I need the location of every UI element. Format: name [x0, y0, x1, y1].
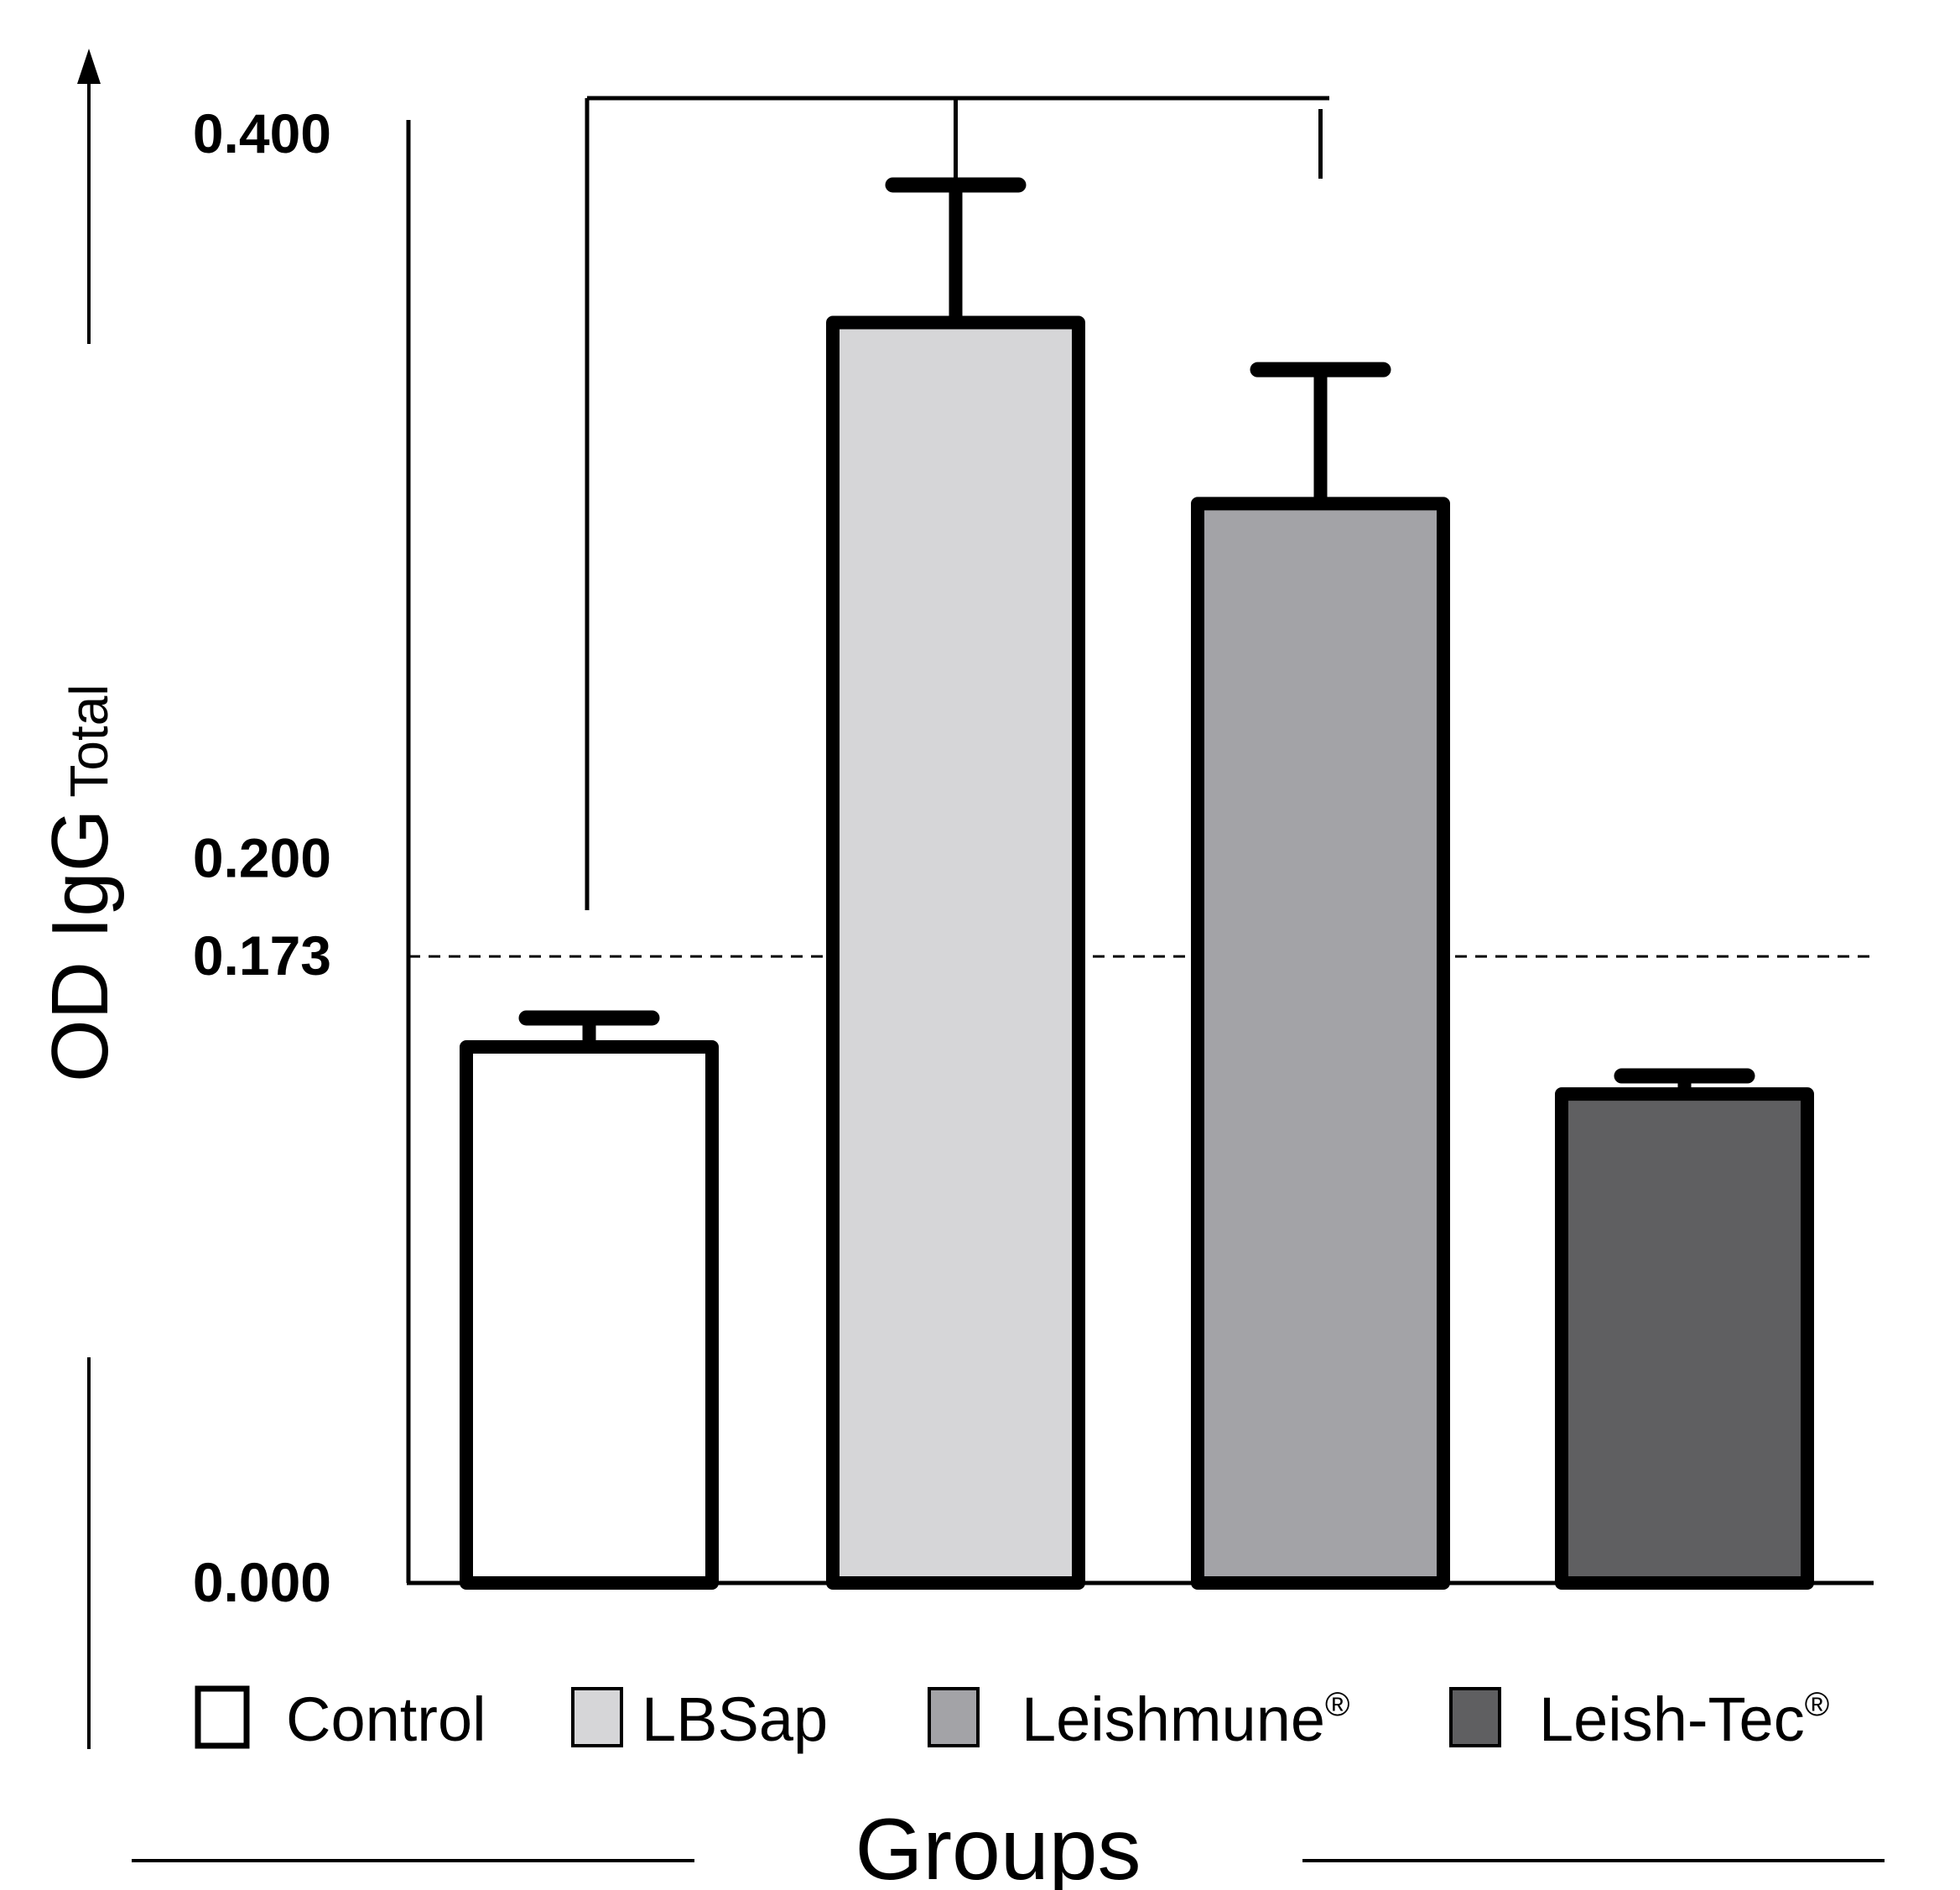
legend-label: Leishmune®	[1022, 1684, 1350, 1754]
bar	[826, 315, 1085, 1590]
y-tick-labels: 0.400 0.200 0.173 0.000	[193, 102, 331, 1613]
legend-label: Control	[286, 1684, 486, 1754]
y-axis-title: OD IgG Total	[35, 684, 125, 1082]
bar	[460, 1040, 719, 1590]
legend-swatch	[1449, 1687, 1501, 1747]
legend-swatch	[195, 1685, 250, 1749]
bar	[1555, 1087, 1814, 1590]
x-axis-title: Groups	[855, 1801, 1141, 1890]
y-tick-label: 0.400	[193, 102, 331, 164]
legend-label: Leish-Tec®	[1539, 1684, 1829, 1754]
y-tick-label: 0.000	[193, 1551, 331, 1613]
legend-label: LBSap	[642, 1684, 828, 1754]
legend: Control LBSap Leishmune® Leish-Tec®	[195, 1684, 1829, 1754]
y-tick-label: 0.173	[193, 924, 331, 987]
legend-swatch	[571, 1687, 623, 1747]
svg-text:OD IgGTotal: OD IgG Total	[35, 684, 125, 1082]
y-guide-arrowhead	[77, 49, 101, 84]
significance-bracket	[585, 96, 1329, 910]
y-tick-label: 0.200	[193, 827, 331, 889]
bar	[1191, 497, 1450, 1590]
legend-swatch	[928, 1687, 980, 1747]
y-axis-title-sub: Total	[59, 684, 119, 797]
bars-group	[460, 177, 1814, 1590]
y-axis-title-main: OD IgG	[35, 810, 125, 1082]
